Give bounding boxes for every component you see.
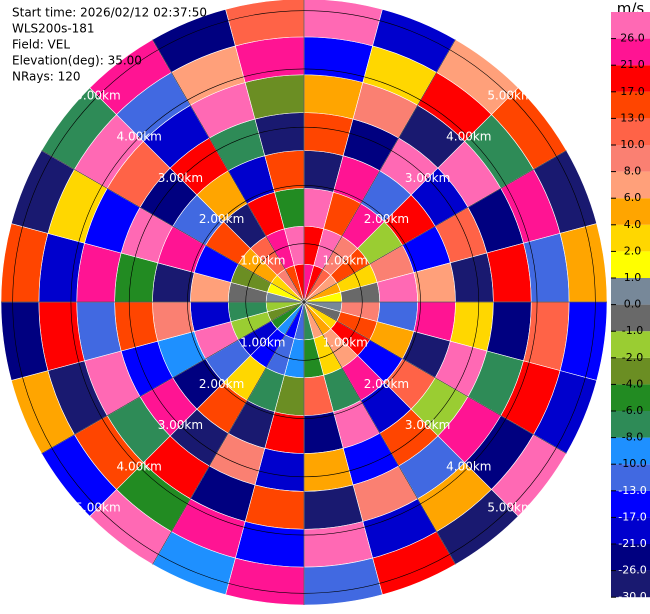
spoke (303, 301, 567, 454)
spoke (152, 301, 305, 565)
colorbar-swatch (611, 278, 650, 305)
gate (244, 74, 305, 120)
colorbar-swatch (611, 224, 650, 252)
colorbar-label: -17.0 (618, 510, 646, 523)
header-line: NRays: 120 (12, 70, 81, 84)
range-ring (12, 10, 596, 594)
header-line: Elevation(deg): 35.00 (12, 54, 142, 68)
colorbar-swatch (611, 118, 650, 145)
colorbar-swatch (611, 331, 650, 358)
colorbar-label: -6.0 (622, 404, 643, 417)
range-label: 3.00km (158, 171, 203, 185)
colorbar-swatch (611, 38, 650, 66)
range-label: 4.00km (117, 459, 162, 473)
gate (76, 301, 122, 362)
range-label: 1.00km (240, 253, 285, 267)
range-label: 2.00km (199, 377, 244, 391)
spoke (303, 150, 567, 303)
colorbar-label: 8.0 (624, 165, 642, 178)
colorbar-swatch (611, 251, 650, 278)
colorbar-swatch (611, 544, 650, 571)
colorbar-swatch (611, 65, 650, 92)
colorbar-label: 4.0 (624, 218, 642, 231)
range-label: 4.00km (446, 459, 491, 473)
range-label: 5.00km (487, 88, 532, 102)
range-label: 2.00km (364, 377, 409, 391)
gate (486, 301, 532, 362)
colorbar-swatch (611, 171, 650, 199)
header-line: Start time: 2026/02/12 02:37:50 (12, 6, 207, 20)
colorbar-swatch (611, 198, 650, 225)
colorbar-label: 1.0 (624, 271, 642, 284)
range-label: 1.00km (240, 336, 285, 350)
colorbar-swatch (611, 384, 650, 411)
spoke (41, 301, 305, 454)
colorbar-label: -2.0 (622, 351, 643, 364)
range-label: 3.00km (405, 171, 450, 185)
colorbar-label: 17.0 (620, 85, 645, 98)
colorbar-label: -21.0 (618, 537, 646, 550)
colorbar-label: 10.0 (620, 138, 645, 151)
range-label: 2.00km (199, 212, 244, 226)
colorbar-swatch (611, 145, 650, 172)
velocity-field (0, 0, 608, 606)
colorbar-swatch (611, 304, 650, 332)
range-ring (187, 185, 421, 419)
colorbar-label: 26.0 (620, 32, 645, 45)
gate (486, 242, 532, 303)
range-label: 1.00km (323, 336, 368, 350)
spoke (152, 39, 305, 303)
colorbar-label: 21.0 (620, 58, 645, 71)
gate (303, 484, 364, 530)
range-label: 1.00km (323, 253, 368, 267)
colorbar-label: -10.0 (618, 457, 646, 470)
colorbar-label: -4.0 (622, 377, 643, 390)
colorbar-label: -1.0 (622, 324, 643, 337)
gate (244, 484, 305, 530)
colorbar-label: 6.0 (624, 191, 642, 204)
header-line: Field: VEL (12, 38, 70, 52)
range-label: 4.00km (446, 130, 491, 144)
range-ring (245, 243, 363, 361)
gate (76, 242, 122, 303)
colorbar-label: -13.0 (618, 484, 646, 497)
colorbar-swatch (611, 437, 650, 465)
colorbar-label: -30.0 (618, 590, 646, 603)
colorbar-swatch (611, 464, 650, 491)
spoke (303, 39, 456, 303)
range-label: 4.00km (117, 130, 162, 144)
gate (303, 74, 364, 120)
range-ring (70, 68, 538, 536)
range-ring (128, 126, 480, 478)
colorbar-swatch (611, 357, 650, 385)
colorbar-label: -8.0 (622, 431, 643, 444)
range-label: 5.00km (75, 501, 120, 515)
range-label: 5.00km (75, 88, 120, 102)
range-label: 5.00km (487, 501, 532, 515)
colorbar-swatch (611, 91, 650, 119)
header-line: WLS200s-181 (12, 22, 95, 36)
colorbar-label: 13.0 (620, 111, 645, 124)
range-label: 3.00km (405, 418, 450, 432)
spoke (41, 150, 305, 303)
range-label: 2.00km (364, 212, 409, 226)
colorbar-swatch (611, 570, 650, 598)
colorbar-label: -26.0 (618, 564, 646, 577)
colorbar-label: 2.0 (624, 244, 642, 257)
colorbar-label: 0.0 (624, 298, 642, 311)
colorbar-swatch (611, 517, 650, 544)
colorbar-swatch (611, 12, 650, 39)
colorbar-swatch (611, 411, 650, 438)
colorbar-swatch (611, 490, 650, 518)
spoke (303, 301, 456, 565)
range-label: 3.00km (158, 418, 203, 432)
